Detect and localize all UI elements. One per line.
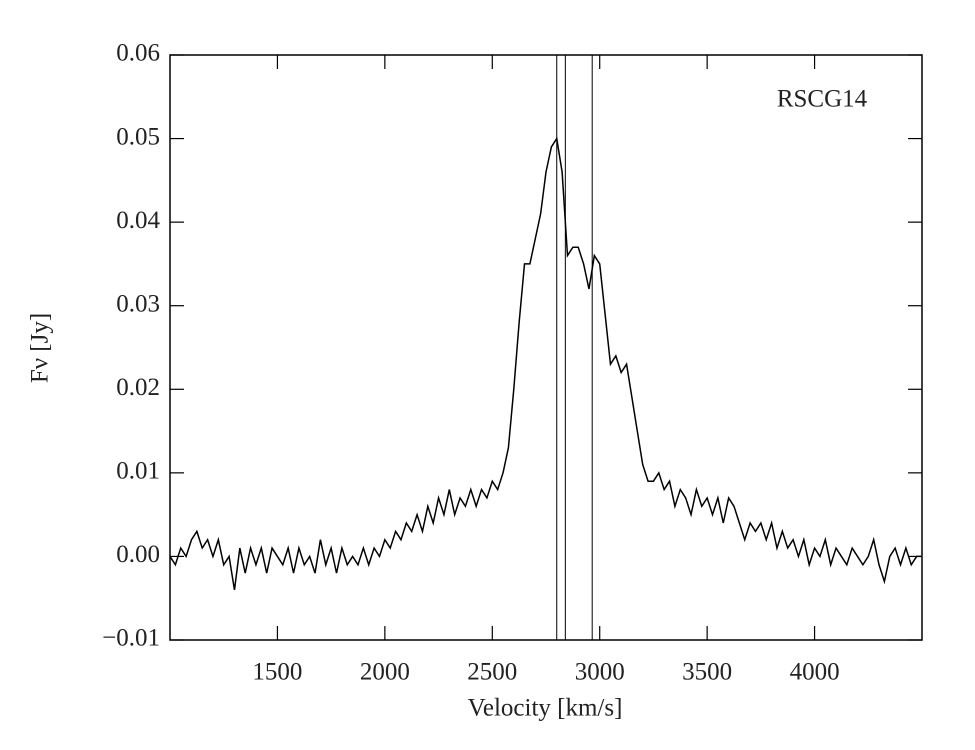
y-tick-label: 0.06 xyxy=(116,40,160,67)
y-tick-label: 0.00 xyxy=(116,541,160,568)
x-tick-label: 3000 xyxy=(575,659,625,686)
spectrum-line xyxy=(169,136,922,590)
plot-frame xyxy=(169,54,923,641)
y-tick-label: −0.01 xyxy=(102,625,160,652)
y-axis-label: Fν [Jy] xyxy=(27,313,54,383)
y-tick-label: 0.01 xyxy=(116,458,160,485)
y-tick-label: 0.05 xyxy=(116,123,160,150)
x-tick-label: 2500 xyxy=(467,659,517,686)
y-tick-label: 0.04 xyxy=(116,207,160,234)
annotation: RSCG14 xyxy=(777,86,868,113)
x-tick-label: 2000 xyxy=(360,659,410,686)
x-axis-label: Velocity [km/s] xyxy=(468,695,623,722)
y-tick-label: 0.03 xyxy=(116,290,160,317)
x-tick-label: 1500 xyxy=(252,659,302,686)
x-tick-label: 3500 xyxy=(682,659,732,686)
x-tick-label: 4000 xyxy=(790,659,840,686)
y-tick-label: 0.02 xyxy=(116,374,160,401)
